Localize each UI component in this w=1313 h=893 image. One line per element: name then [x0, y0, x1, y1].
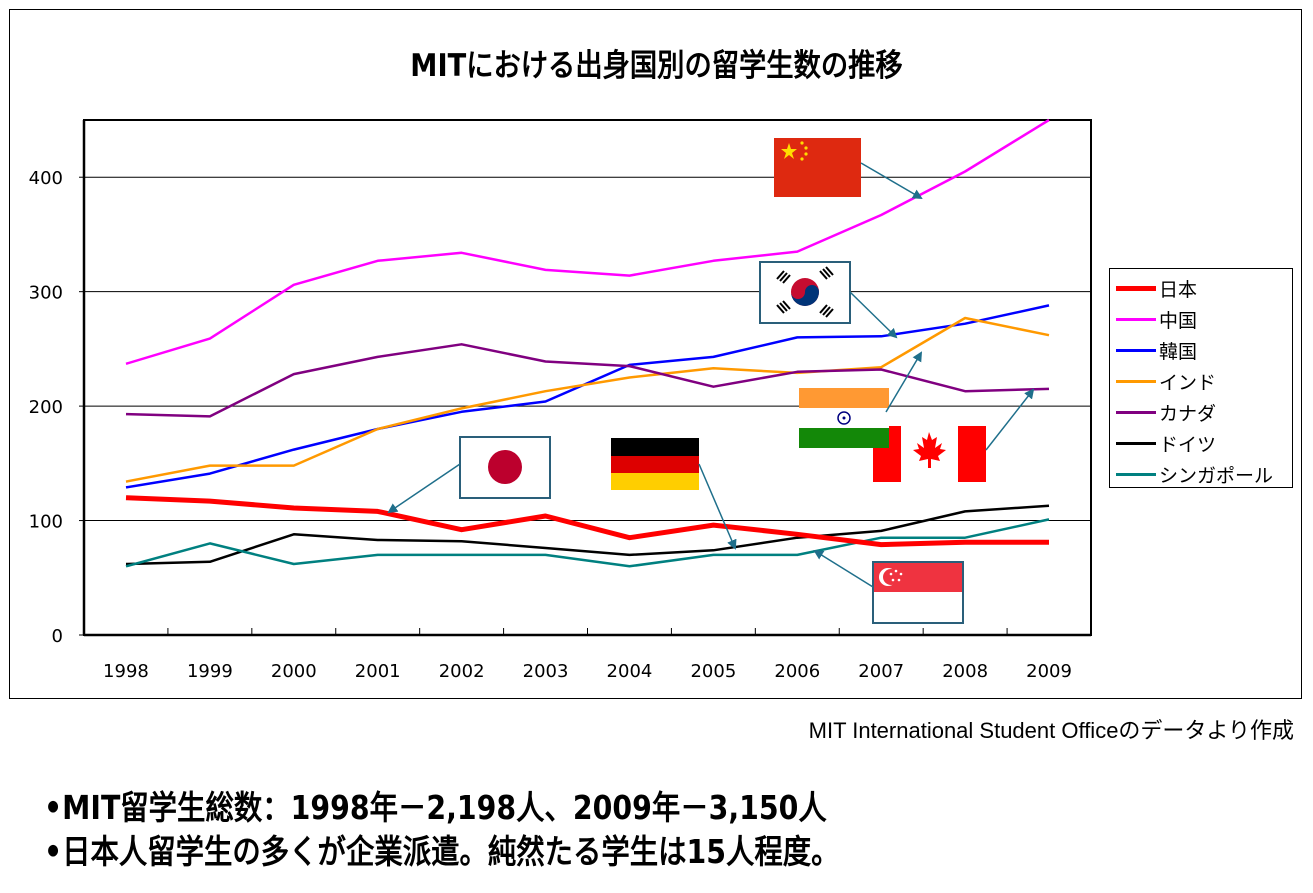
- legend-item-china: 中国: [1116, 306, 1197, 332]
- bullet-list: •MIT留学生総数：1998年－2,198人、2009年－3,150人 •日本人…: [44, 786, 969, 874]
- series-line-1: [125, 118, 1050, 365]
- legend-swatch: [1116, 348, 1156, 352]
- series-line-4: [125, 343, 1050, 418]
- source-note: MIT International Student Officeのデータより作成: [808, 718, 1294, 743]
- japan-flag: [387, 436, 551, 514]
- x-tick-label: 2008: [942, 661, 988, 682]
- legend-label: カナダ: [1159, 402, 1217, 425]
- maple-leaf-icon: [913, 432, 946, 468]
- legend-label: シンガポール: [1159, 464, 1274, 487]
- chart-legend: 日本 中国 韓国 インド カナダ ドイツ シンガポール: [1109, 268, 1293, 488]
- legend-label: 日本: [1159, 278, 1198, 301]
- star-icon: [781, 143, 797, 159]
- china-arrow: [860, 162, 923, 200]
- x-tick-label: 2002: [439, 661, 485, 682]
- x-tick-label: 1998: [103, 661, 149, 682]
- x-tick-label: 1999: [187, 661, 233, 682]
- series-line-5: [125, 504, 1050, 566]
- legend-label: 中国: [1159, 309, 1198, 332]
- canada-arrow: [985, 388, 1035, 451]
- japan-arrow: [387, 463, 461, 514]
- legend-swatch: [1116, 410, 1156, 414]
- legend-item-germany: ドイツ: [1116, 430, 1216, 456]
- legend-swatch: [1116, 379, 1156, 383]
- bullet-item: •MIT留学生総数：1998年－2,198人、2009年－3,150人: [44, 788, 827, 827]
- x-tick-label: 2009: [1026, 661, 1072, 682]
- legend-item-canada: カナダ: [1116, 399, 1216, 425]
- legend-item-india: インド: [1116, 368, 1216, 394]
- legend-item-korea: 韓国: [1116, 337, 1197, 363]
- legend-swatch: [1116, 285, 1156, 291]
- plot-area: [83, 119, 1092, 636]
- legend-swatch: [1116, 317, 1156, 321]
- x-tick-label: 2000: [271, 661, 317, 682]
- y-tick-label: 0: [52, 626, 63, 647]
- x-tick-label: 2001: [355, 661, 401, 682]
- china-flag: [774, 138, 923, 200]
- singapore-arrow: [813, 549, 874, 588]
- chart-title: MITにおける出身国別の留学生数の推移: [410, 48, 903, 84]
- chart-frame: [9, 9, 1302, 699]
- x-tick-label: 2004: [607, 661, 653, 682]
- bullet-item: •日本人留学生の多くが企業派遣。純然たる学生は15人程度。: [44, 832, 840, 871]
- series-lines: [125, 118, 1050, 568]
- gridlines: [83, 119, 1092, 636]
- legend-label: ドイツ: [1159, 433, 1217, 456]
- series-line-0: [125, 495, 1049, 548]
- legend-item-japan: 日本: [1116, 275, 1197, 301]
- legend-label: インド: [1159, 371, 1217, 394]
- korea-flag: [759, 261, 898, 339]
- india-arrow: [885, 351, 923, 413]
- singapore-flag: [813, 549, 964, 624]
- germany-arrow: [698, 463, 737, 550]
- y-tick-label: 400: [29, 168, 63, 189]
- india-flag: [799, 351, 923, 448]
- legend-item-singapore: シンガポール: [1116, 461, 1273, 487]
- x-tick-label: 2003: [523, 661, 569, 682]
- y-tick-label: 100: [29, 512, 63, 533]
- axes: 0 100 200 300 400 1998 1999 2000 2001 2002 2003 200…: [29, 120, 1091, 682]
- germany-flag: [611, 438, 737, 550]
- y-tick-label: 200: [29, 397, 63, 418]
- series-line-6: [125, 518, 1050, 568]
- flag-annotations: [387, 138, 1035, 624]
- x-tick-label: 2006: [774, 661, 820, 682]
- legend-swatch: [1116, 441, 1156, 445]
- legend-label: 韓国: [1159, 340, 1198, 363]
- x-tick-label: 2007: [858, 661, 904, 682]
- x-tick-label: 2005: [690, 661, 736, 682]
- y-tick-label: 300: [29, 283, 63, 304]
- canada-flag: [873, 388, 1035, 482]
- legend-swatch: [1116, 472, 1156, 476]
- korea-arrow: [849, 291, 898, 339]
- series-line-3: [125, 316, 1050, 483]
